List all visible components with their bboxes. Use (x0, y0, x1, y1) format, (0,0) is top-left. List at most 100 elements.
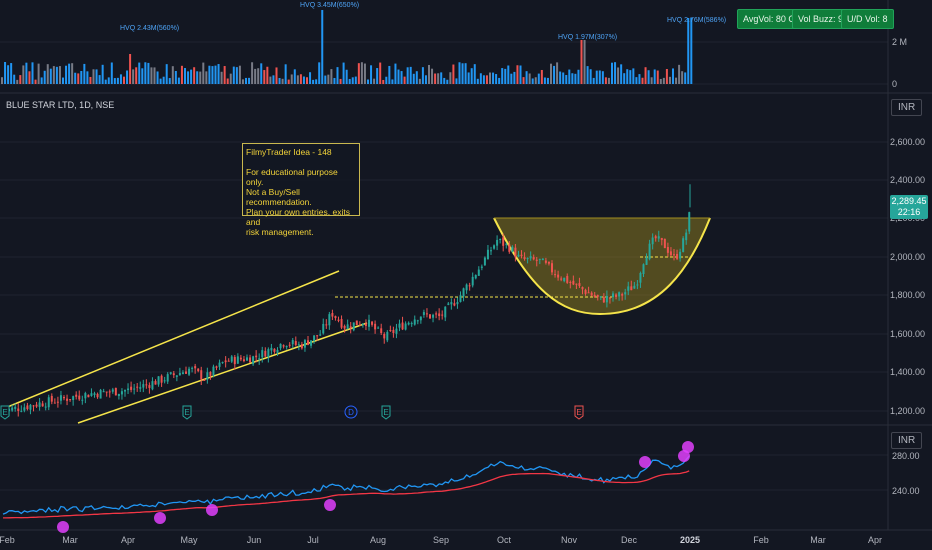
volume-bar (540, 69, 543, 84)
candle (145, 379, 148, 389)
candle (669, 247, 672, 257)
note-line: Not a Buy/Sell recommendation. (246, 187, 312, 207)
candle (105, 391, 108, 397)
x-label: Mar (810, 535, 826, 545)
volume-bar (208, 65, 211, 84)
candle (157, 376, 160, 387)
idea-note-box: FilmyTrader Idea - 148 For educational p… (242, 143, 360, 237)
event-markers[interactable]: E E D E E (0, 405, 584, 420)
candle (395, 323, 398, 339)
indicator-highlight-dot (682, 441, 694, 453)
volume-bar (482, 75, 485, 84)
indicator-currency-button[interactable]: INR (891, 432, 923, 449)
volume-bar (269, 76, 272, 84)
volume-bar (449, 72, 452, 84)
volume-bar (614, 62, 617, 84)
candle (307, 335, 309, 346)
indicator-highlight-dot (324, 499, 336, 511)
avg-vol-badge: AvgVol: 80 Cr (737, 9, 804, 29)
volume-bar (492, 72, 495, 84)
volume-bar (345, 69, 348, 84)
candle (404, 321, 407, 331)
candle (657, 230, 660, 242)
volume-bar (342, 62, 345, 84)
candle (178, 367, 181, 376)
volume-bar (71, 63, 74, 84)
cup-pattern-curve (493, 217, 711, 316)
candle (566, 273, 569, 284)
candle (197, 368, 200, 373)
price-tick: 2,000.00 (890, 252, 925, 262)
volume-bar (577, 69, 580, 84)
candle (468, 282, 471, 291)
volume-bar (129, 54, 132, 84)
volume-bar (522, 77, 525, 84)
volume-bar (168, 78, 171, 84)
volume-bar (138, 62, 141, 84)
volume-bar (574, 73, 577, 84)
candle (551, 260, 553, 276)
candle (633, 281, 636, 289)
candle (23, 403, 26, 413)
cup-pattern-fill (494, 218, 710, 314)
volume-bar (583, 40, 586, 84)
candle (50, 393, 53, 405)
candle (563, 277, 566, 283)
svg-text:E: E (2, 408, 7, 417)
candle (246, 354, 248, 362)
x-label: 2025 (680, 535, 700, 545)
volume-bar (104, 79, 107, 84)
candle (300, 341, 303, 350)
candle (14, 403, 17, 412)
candle (645, 253, 648, 266)
candle (69, 399, 72, 402)
volume-bar (260, 63, 263, 84)
volume-bar (519, 65, 522, 84)
candle (114, 387, 117, 396)
candle (349, 321, 352, 334)
volume-bar (367, 79, 369, 84)
candle (90, 388, 93, 397)
candle (587, 286, 590, 294)
candle (578, 277, 581, 289)
candle (615, 293, 618, 300)
candle (529, 251, 532, 261)
volume-bar (324, 75, 327, 84)
candle (618, 291, 621, 301)
volume-bar (315, 79, 318, 84)
candle (264, 347, 267, 357)
volume-bar (690, 18, 693, 84)
volume-bar (672, 68, 674, 84)
countdown-value: 22:16 (897, 207, 921, 217)
volume-bar (617, 67, 620, 84)
x-label: Oct (497, 535, 512, 545)
candle (465, 283, 468, 294)
x-label: Sep (433, 535, 449, 545)
candle (569, 280, 572, 289)
volume-bar (110, 62, 113, 84)
candle (331, 309, 334, 320)
volume-bar (330, 69, 333, 84)
candle (255, 350, 258, 363)
candle (392, 326, 395, 338)
currency-button[interactable]: INR (891, 99, 923, 116)
grid-lines (0, 41, 888, 491)
candle (636, 280, 639, 290)
volume-bar (565, 75, 568, 84)
candle (163, 376, 166, 384)
indicator-ma-line (3, 470, 690, 519)
note-line: risk management. (246, 227, 314, 237)
candle (160, 374, 163, 387)
volume-bar (495, 74, 498, 84)
volume-bar (7, 65, 10, 84)
volume-bar (321, 10, 324, 84)
candle (621, 292, 624, 301)
candle (425, 308, 428, 318)
candle (242, 355, 245, 363)
candle (346, 319, 349, 330)
volume-bar (428, 64, 430, 84)
svg-text:E: E (184, 408, 189, 417)
candle (688, 211, 691, 235)
indicator-tick: 280.00 (892, 451, 920, 461)
